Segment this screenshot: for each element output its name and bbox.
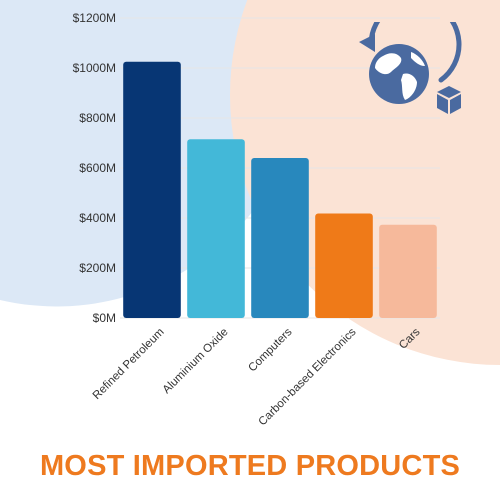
x-category-label: Aluminium Oxide <box>161 326 231 396</box>
bar-aluminium-oxide <box>187 139 245 318</box>
x-category-label: Refined Petroleum <box>91 326 167 402</box>
chart-title: MOST IMPORTED PRODUCTS <box>39 450 461 482</box>
y-tick-label: $1200M <box>73 11 116 25</box>
y-tick-label: $0M <box>93 311 116 325</box>
globe-return-box-icon <box>359 22 462 114</box>
y-axis-ticks: $0M $200M $400M $600M $800M $1000M $1200M <box>73 11 116 325</box>
bars <box>123 61 437 318</box>
y-tick-label: $800M <box>79 111 116 125</box>
bar-cars <box>379 224 437 318</box>
x-category-label: Computers <box>246 326 294 374</box>
bar-carbon-based-electronics <box>315 213 373 318</box>
bar-computers <box>251 158 309 318</box>
x-category-label: Cars <box>397 326 423 352</box>
y-tick-label: $200M <box>79 261 116 275</box>
bar-chart: $0M $200M $400M $600M $800M $1000M $1200M Refi… <box>73 11 440 428</box>
y-tick-label: $600M <box>79 161 116 175</box>
bar-refined-petroleum <box>123 61 181 318</box>
y-tick-label: $400M <box>79 211 116 225</box>
y-tick-label: $1000M <box>73 61 116 75</box>
